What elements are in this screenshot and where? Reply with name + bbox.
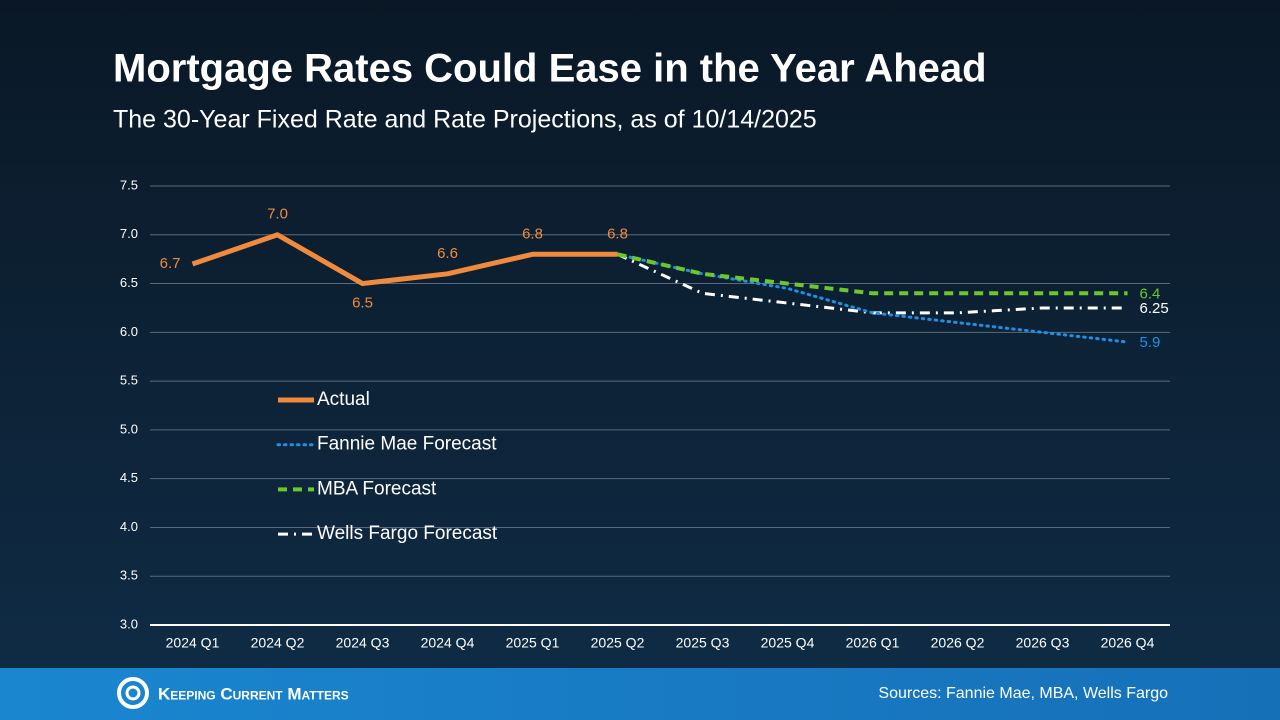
data-label: 6.4	[1140, 285, 1161, 302]
logo-icon	[125, 685, 141, 701]
x-tick-label: 2024 Q1	[166, 635, 220, 651]
y-tick-label: 7.5	[120, 177, 138, 192]
y-tick-label: 3.5	[120, 568, 138, 583]
data-label: 6.25	[1140, 300, 1169, 317]
y-tick-label: 6.5	[120, 275, 138, 290]
x-tick-label: 2025 Q3	[676, 635, 730, 651]
legend-label: MBA Forecast	[317, 478, 437, 499]
brand: Keeping Current Matters	[158, 684, 349, 703]
y-tick-label: 6.0	[120, 324, 138, 339]
x-tick-label: 2026 Q3	[1016, 635, 1070, 651]
series-line	[191, 232, 618, 287]
data-label: 6.8	[607, 225, 628, 242]
legend-label: Actual	[317, 389, 370, 410]
chart-title: Mortgage Rates Could Ease in the Year Ah…	[113, 47, 987, 91]
data-label: 6.7	[160, 255, 181, 272]
background	[0, 0, 1280, 668]
x-tick-label: 2026 Q4	[1101, 635, 1155, 651]
data-label: 5.9	[1140, 334, 1161, 351]
y-tick-label: 4.0	[120, 519, 138, 534]
series-line	[617, 252, 1128, 296]
x-tick-label: 2026 Q2	[931, 635, 985, 651]
y-tick-label: 7.0	[120, 226, 138, 241]
x-tick-label: 2024 Q2	[251, 635, 305, 651]
x-tick-label: 2024 Q3	[336, 635, 390, 651]
y-tick-label: 4.5	[120, 470, 138, 485]
footer-bar	[0, 668, 1280, 720]
logo-icon	[117, 677, 149, 709]
x-tick-label: 2025 Q2	[591, 635, 645, 651]
data-label: 6.8	[522, 225, 543, 242]
source: Sources: Fannie Mae, MBA, Wells Fargo	[878, 685, 1168, 702]
data-label: 6.5	[352, 295, 373, 312]
x-tick-label: 2025 Q4	[761, 635, 815, 651]
x-tick-label: 2026 Q1	[846, 635, 900, 651]
data-label: 7.0	[267, 206, 288, 223]
y-tick-label: 3.0	[120, 616, 138, 631]
series-line	[616, 252, 1129, 344]
data-label: 6.6	[437, 245, 458, 262]
chart-subtitle: The 30-Year Fixed Rate and Rate Projecti…	[113, 106, 817, 134]
y-tick-label: 5.0	[120, 421, 138, 436]
x-tick-label: 2025 Q1	[506, 635, 560, 651]
y-tick-label: 5.5	[120, 373, 138, 388]
legend-label: Wells Fargo Forecast	[317, 523, 498, 544]
x-tick-label: 2024 Q4	[421, 635, 475, 651]
legend-label: Fannie Mae Forecast	[317, 434, 497, 455]
